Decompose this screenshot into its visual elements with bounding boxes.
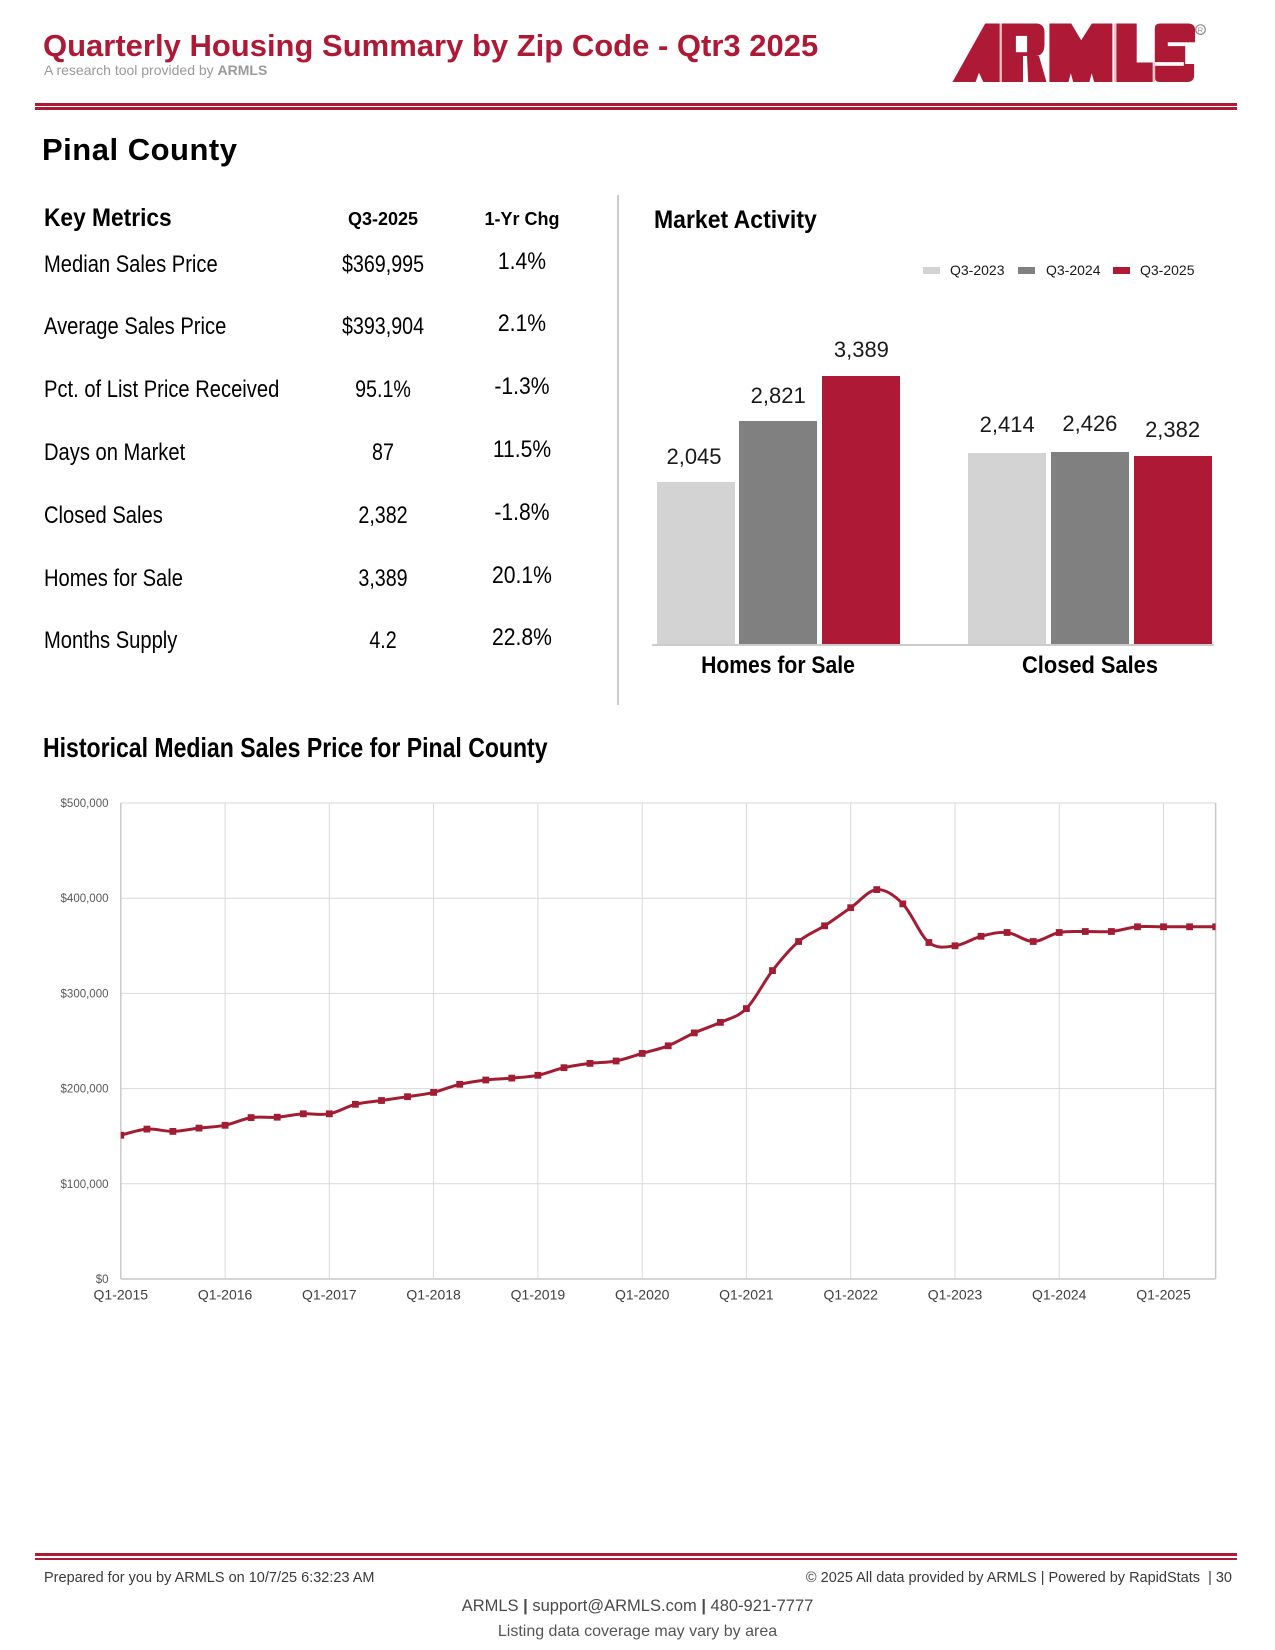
- svg-text:Q1-2024: Q1-2024: [1032, 1287, 1087, 1303]
- svg-text:Q1-2022: Q1-2022: [823, 1287, 878, 1303]
- svg-text:Q1-2025: Q1-2025: [1136, 1287, 1191, 1303]
- svg-text:Q1-2017: Q1-2017: [302, 1287, 357, 1303]
- svg-text:$300,000: $300,000: [61, 988, 109, 1000]
- svg-text:Q1-2020: Q1-2020: [615, 1287, 670, 1303]
- svg-text:$400,000: $400,000: [61, 893, 109, 905]
- svg-text:$500,000: $500,000: [61, 798, 109, 810]
- svg-text:Q1-2023: Q1-2023: [928, 1287, 983, 1303]
- svg-text:Q1-2021: Q1-2021: [719, 1287, 774, 1303]
- svg-text:$100,000: $100,000: [61, 1179, 109, 1191]
- svg-text:Q1-2015: Q1-2015: [94, 1287, 149, 1303]
- svg-text:Q1-2019: Q1-2019: [511, 1287, 566, 1303]
- svg-text:Q1-2016: Q1-2016: [198, 1287, 253, 1303]
- svg-text:Q1-2018: Q1-2018: [406, 1287, 461, 1303]
- svg-text:$0: $0: [96, 1274, 109, 1286]
- svg-text:R: R: [1198, 25, 1204, 34]
- svg-text:$200,000: $200,000: [61, 1084, 109, 1096]
